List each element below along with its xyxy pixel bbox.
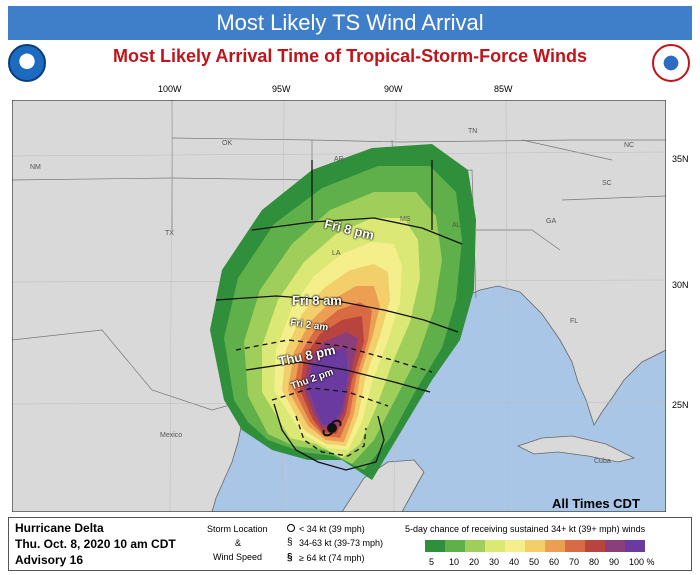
place-label-mexico: Mexico xyxy=(160,432,183,439)
storm-legend-label-2: & xyxy=(235,538,242,548)
storm-name: Hurricane Delta xyxy=(15,521,104,535)
state-label-nm: NM xyxy=(30,164,41,171)
hurricane-icon: § xyxy=(287,552,293,563)
state-label-la: LA xyxy=(332,250,341,257)
state-label-al: AL xyxy=(452,222,461,229)
storm-legend-item-1: < 34 kt (39 mph) xyxy=(299,524,365,534)
scale-swatch xyxy=(565,540,585,552)
scale-tick-label: 20 xyxy=(469,557,480,567)
storm-legend-label-3: Wind Speed xyxy=(213,552,263,562)
state-label-tn: TN xyxy=(468,128,478,135)
lon-label-95w: 95W xyxy=(272,84,291,94)
scale-tick-label: 90 xyxy=(609,557,620,567)
circle-icon xyxy=(287,524,295,532)
arrival-contours xyxy=(215,160,463,471)
scale-tick-label: 10 xyxy=(449,557,460,567)
nws-logo xyxy=(652,44,690,82)
wind-arrival-map xyxy=(12,100,666,512)
scale-swatch xyxy=(425,540,445,552)
state-label-fl: FL xyxy=(570,318,579,325)
state-label-sc: SC xyxy=(602,180,612,187)
prob-100 xyxy=(308,348,348,426)
tropical-storm-icon: § xyxy=(287,537,293,548)
storm-legend-item-2: 34-63 kt (39-73 mph) xyxy=(299,538,384,548)
state-label-nc: NC xyxy=(624,142,635,149)
storm-datetime: Thu. Oct. 8, 2020 10 am CDT xyxy=(15,537,176,551)
scale-tick-label: 40 xyxy=(509,557,520,567)
scale-tick-label: 100 % xyxy=(629,557,655,567)
scale-swatch xyxy=(485,540,505,552)
place-label-cuba: Cuba xyxy=(594,458,611,465)
storm-legend-label-1: Storm Location xyxy=(207,524,268,534)
storm-legend-item-3: ≥ 64 kt (74 mph) xyxy=(299,553,365,563)
lat-label-25n: 25N xyxy=(672,400,689,410)
scale-tick-label: 5 xyxy=(429,557,435,567)
scale-swatch xyxy=(625,540,645,552)
state-label-tx: TX xyxy=(165,230,174,237)
scale-tick-label: 50 xyxy=(529,557,540,567)
scale-tick-label: 80 xyxy=(589,557,600,567)
scale-tick-label: 70 xyxy=(569,557,580,567)
state-label-ms: MS xyxy=(400,216,411,223)
scale-swatch xyxy=(545,540,565,552)
scale-swatch xyxy=(445,540,465,552)
state-label-ga: GA xyxy=(546,218,557,225)
lon-label-100w: 100W xyxy=(158,84,182,94)
scale-tick-label: 60 xyxy=(549,557,560,567)
scale-swatch xyxy=(505,540,525,552)
scale-tick-label: 30 xyxy=(489,557,500,567)
lon-label-85w: 85W xyxy=(494,84,513,94)
lat-label-35n: 35N xyxy=(672,154,689,164)
state-label-ar: AR xyxy=(334,156,344,163)
state-label-ok: OK xyxy=(222,140,233,147)
all-times-label: All Times CDT xyxy=(552,496,640,511)
legend-panel: Hurricane Delta Thu. Oct. 8, 2020 10 am … xyxy=(8,517,692,571)
noaa-logo xyxy=(8,44,46,82)
map-subtitle: Most Likely Arrival Time of Tropical-Sto… xyxy=(113,46,587,66)
chance-scale-title: 5-day chance of receiving sustained 34+ … xyxy=(405,524,646,534)
scale-swatch xyxy=(525,540,545,552)
lat-label-30n: 30N xyxy=(672,280,689,290)
scale-swatch xyxy=(605,540,625,552)
banner-title: Most Likely TS Wind Arrival xyxy=(8,6,692,40)
scale-swatch xyxy=(585,540,605,552)
lon-label-90w: 90W xyxy=(384,84,403,94)
cuba xyxy=(516,435,636,463)
scale-swatch xyxy=(465,540,485,552)
hurricane-symbol xyxy=(322,419,342,437)
contour-label-fri-8am: Fri 8 am xyxy=(292,293,342,308)
advisory-label: Advisory 16 xyxy=(15,553,84,567)
